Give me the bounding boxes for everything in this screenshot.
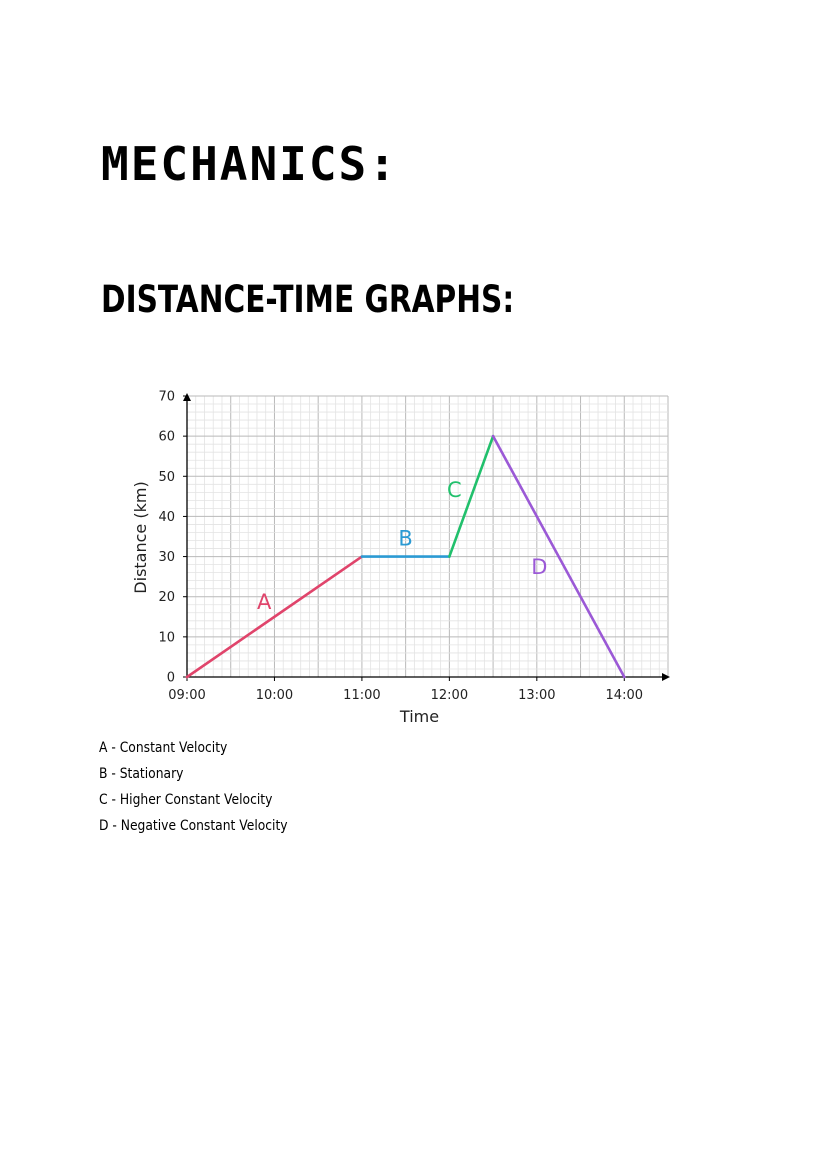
series-line-a <box>185 555 364 679</box>
series-label-c: C <box>447 478 462 502</box>
series-line-c <box>448 434 495 558</box>
axes <box>183 393 670 681</box>
page-title: MECHANICS: <box>101 137 398 191</box>
x-tick-label: 13:00 <box>518 688 555 703</box>
x-tick-label: 10:00 <box>256 688 293 703</box>
tick-labels: 0 10 20 30 40 50 60 70 09:00 10:00 11:00 12:00 13:00… <box>158 390 643 704</box>
legend-item: D - Negative Constant Velocity <box>99 818 288 834</box>
series: A B C D <box>185 434 626 679</box>
y-tick-label: 0 <box>167 671 175 686</box>
legend-list: A - Constant Velocity B - Stationary C -… <box>99 738 288 842</box>
y-tick-label: 60 <box>158 430 175 445</box>
y-tick-label: 70 <box>158 390 175 405</box>
y-tick-label: 50 <box>158 470 175 485</box>
series-label-a: A <box>257 590 272 614</box>
series-line-d <box>491 434 626 679</box>
series-label-b: B <box>398 527 412 551</box>
y-tick-label: 20 <box>158 590 175 605</box>
legend-item: A - Constant Velocity <box>99 740 228 756</box>
y-axis-label: Distance (km) <box>131 481 150 593</box>
y-tick-label: 10 <box>158 630 175 645</box>
x-tick-label: 12:00 <box>431 688 468 703</box>
y-axis-arrow <box>183 393 191 401</box>
y-tick-label: 30 <box>158 550 175 565</box>
x-tick-label: 11:00 <box>343 688 380 703</box>
x-tick-label: 14:00 <box>606 688 643 703</box>
series-label-d: D <box>531 555 547 579</box>
y-tick-label: 40 <box>158 510 175 525</box>
grid <box>186 395 669 678</box>
legend-item: C - Higher Constant Velocity <box>99 792 273 808</box>
page-subtitle: DISTANCE-TIME GRAPHS: <box>101 278 515 321</box>
legend-item: B - Stationary <box>99 766 184 782</box>
x-axis-label: Time <box>399 707 439 726</box>
x-axis-arrow <box>662 673 670 681</box>
x-tick-label: 09:00 <box>168 688 205 703</box>
